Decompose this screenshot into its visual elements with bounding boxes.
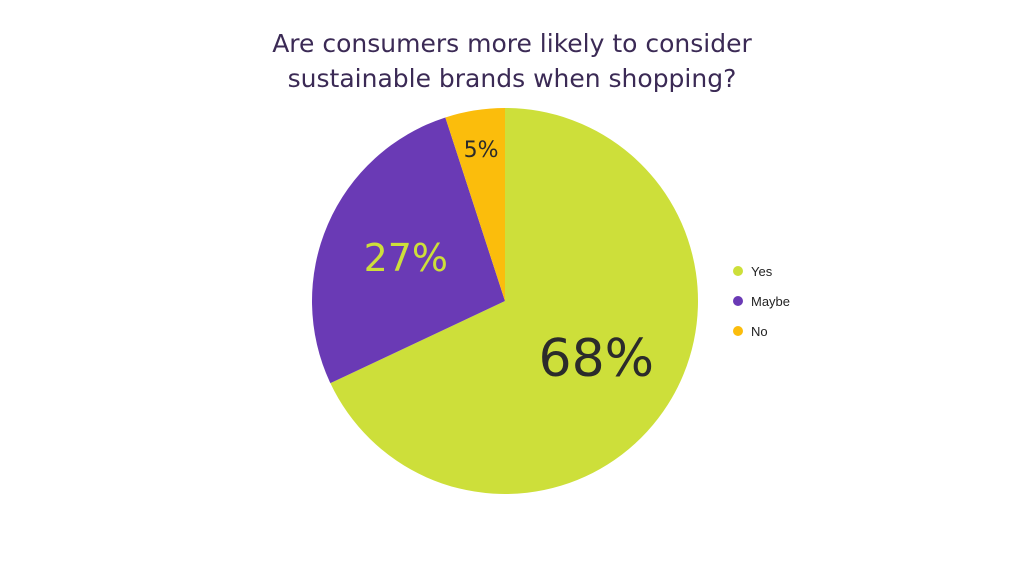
legend-swatch-maybe <box>733 296 743 306</box>
legend-label-maybe: Maybe <box>751 293 791 309</box>
pie-labels: 68% 27% 5% <box>364 138 655 389</box>
chart-title-line-1: Are consumers more likely to consider <box>272 29 752 58</box>
chart-title-line-2: sustainable brands when shopping? <box>287 64 737 93</box>
legend-label-yes: Yes <box>751 263 773 279</box>
pie-slice-maybe <box>312 117 505 384</box>
legend-swatch-yes <box>733 266 743 276</box>
pie-slice-yes <box>330 108 698 494</box>
legend-swatch-no <box>733 326 743 336</box>
pie-label-yes: 68% <box>539 329 655 389</box>
pie-label-maybe: 27% <box>364 236 448 280</box>
pie-label-no: 5% <box>464 138 499 163</box>
chart-title: Are consumers more likely to consider su… <box>0 26 1024 96</box>
legend: Yes Maybe No <box>733 256 790 346</box>
legend-item-no: No <box>733 316 790 346</box>
legend-item-maybe: Maybe <box>733 286 790 316</box>
legend-label-no: No <box>751 323 768 339</box>
legend-item-yes: Yes <box>733 256 790 286</box>
pie-slice-no <box>445 108 505 301</box>
pie-slices <box>312 108 698 494</box>
